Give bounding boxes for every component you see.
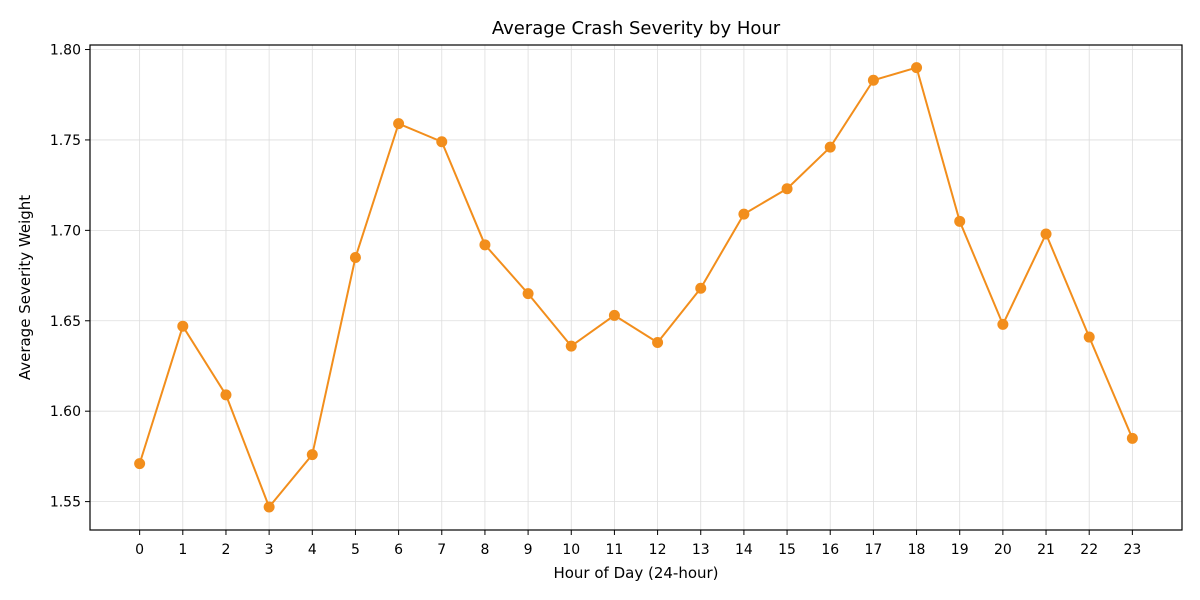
- x-tick-label: 23: [1123, 542, 1141, 558]
- y-tick-label: 1.80: [50, 43, 81, 59]
- data-point-hour-7: [436, 136, 448, 148]
- x-tick-label: 8: [480, 542, 489, 558]
- data-point-hour-0: [134, 458, 146, 470]
- x-tick-label: 17: [864, 542, 882, 558]
- plot-frame: [89, 44, 1183, 531]
- y-tick-label: 1.75: [50, 133, 81, 149]
- y-tick-label: 1.60: [50, 404, 81, 420]
- x-tick-label: 19: [951, 542, 969, 558]
- data-point-hour-23: [1126, 432, 1138, 444]
- y-tick-label: 1.55: [50, 495, 81, 511]
- x-tick-label: 16: [821, 542, 839, 558]
- x-tick-label: 2: [221, 542, 230, 558]
- data-point-hour-19: [954, 215, 966, 227]
- data-point-hour-17: [867, 74, 879, 86]
- x-tick-label: 9: [524, 542, 533, 558]
- data-point-hour-8: [479, 239, 491, 251]
- x-tick-label: 15: [778, 542, 796, 558]
- data-point-hour-18: [911, 62, 923, 74]
- x-tick-label: 12: [649, 542, 667, 558]
- x-tick-label: 11: [606, 542, 624, 558]
- x-tick-label: 0: [135, 542, 144, 558]
- x-tick-label: 10: [562, 542, 580, 558]
- data-point-hour-10: [565, 340, 577, 352]
- data-point-hour-2: [220, 389, 232, 401]
- data-point-hour-3: [263, 501, 275, 513]
- data-point-hour-20: [997, 318, 1009, 330]
- data-point-hour-15: [781, 183, 793, 195]
- series-line: [138, 66, 1134, 509]
- x-tick-label: 14: [735, 542, 753, 558]
- x-tick-label: 3: [265, 542, 274, 558]
- y-tick-label: 1.70: [50, 223, 81, 239]
- data-point-hour-5: [349, 251, 361, 263]
- series-layer: [134, 62, 1138, 513]
- data-point-hour-9: [522, 288, 534, 300]
- y-axis-label: Average Severity Weight: [16, 195, 34, 380]
- data-point-hour-6: [393, 118, 405, 130]
- x-tick-label: 20: [994, 542, 1012, 558]
- chart-title: Average Crash Severity by Hour: [492, 18, 781, 39]
- data-point-hour-13: [695, 282, 707, 294]
- x-tick-label: 4: [308, 542, 317, 558]
- data-point-hour-12: [652, 336, 664, 348]
- axis-ticks: 0 1 2 3 4 5 6 7 8 9 10 11 12 13 14 15 16 17 18 19 20 21 22 231.…: [50, 43, 1141, 558]
- x-tick-label: 13: [692, 542, 710, 558]
- grid: [90, 45, 1182, 530]
- data-point-hour-21: [1040, 228, 1052, 240]
- x-tick-label: 1: [178, 542, 187, 558]
- x-tick-label: 22: [1080, 542, 1098, 558]
- data-point-hour-4: [306, 449, 318, 461]
- x-tick-label: 7: [437, 542, 446, 558]
- x-tick-label: 18: [908, 542, 926, 558]
- data-point-hour-1: [177, 320, 189, 332]
- data-point-hour-14: [738, 208, 750, 220]
- x-axis-label: Hour of Day (24-hour): [553, 564, 718, 582]
- x-tick-label: 6: [394, 542, 403, 558]
- x-tick-label: 5: [351, 542, 360, 558]
- data-point-hour-22: [1083, 331, 1095, 343]
- data-point-hour-16: [824, 141, 836, 153]
- x-tick-label: 21: [1037, 542, 1055, 558]
- data-point-hour-11: [608, 309, 620, 321]
- y-tick-label: 1.65: [50, 314, 81, 330]
